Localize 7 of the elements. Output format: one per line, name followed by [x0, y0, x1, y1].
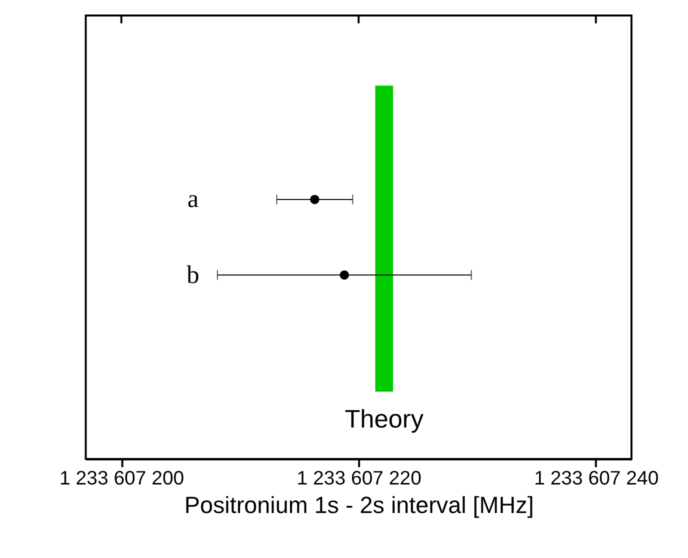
x-tick-label: 1 233 607 240: [534, 468, 659, 490]
y-tick-label: b: [186, 260, 200, 289]
y-tick-label: a: [187, 185, 199, 214]
x-axis-title: Positronium 1s - 2s interval [MHz]: [184, 492, 534, 518]
x-tick-label: 1 233 607 220: [296, 468, 422, 490]
band-label: Theory: [344, 406, 424, 434]
x-tick-label: 1 233 607 200: [60, 468, 184, 490]
